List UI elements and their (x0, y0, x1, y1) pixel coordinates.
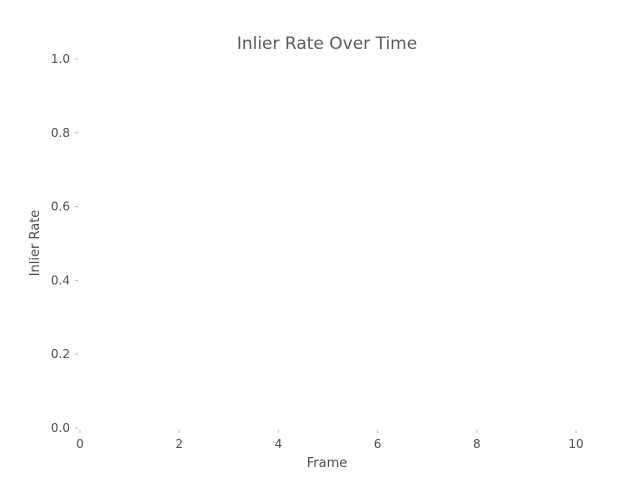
chart-title: Inlier Rate Over Time (237, 34, 417, 54)
x-axis-label: Frame (307, 456, 348, 471)
x-axis-ticks: 0 2 4 6 8 10 (76, 430, 584, 451)
y-tick-label: 0.4 (51, 273, 70, 287)
y-tick-label: 0.6 (51, 200, 70, 214)
x-tick-label: 6 (374, 437, 382, 451)
y-tick-label: 0.0 (51, 421, 70, 435)
x-tick-label: 4 (275, 437, 283, 451)
x-tick-label: 8 (473, 437, 481, 451)
x-tick-label: 2 (175, 437, 183, 451)
y-tick-label: 0.8 (51, 126, 70, 140)
x-tick-label: 0 (76, 437, 84, 451)
y-axis-label: Inlier Rate (28, 210, 43, 277)
y-tick-label: 1.0 (51, 52, 70, 66)
x-tick-label: 10 (568, 437, 583, 451)
y-axis-ticks: 0.0 0.2 0.4 0.6 0.8 1.0 (51, 52, 78, 435)
y-tick-label: 0.2 (51, 347, 70, 361)
